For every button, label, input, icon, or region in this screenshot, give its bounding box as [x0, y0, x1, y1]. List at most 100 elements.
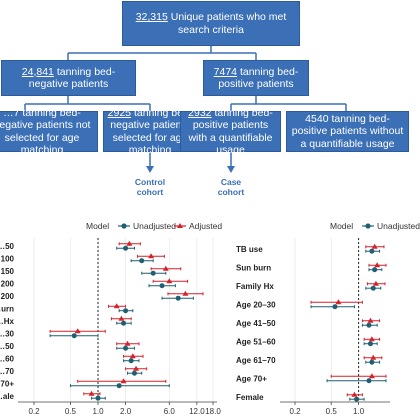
undefined-point-0-6 — [369, 359, 375, 365]
undefined-x-tick-label-0: 0.2 — [289, 407, 301, 416]
pos-noquant-box: 4540 tanning bed-positive patients witho… — [286, 111, 409, 152]
undefined-point-1-4 — [182, 290, 189, 296]
undefined-point-0-6 — [121, 320, 127, 326]
undefined-row-label-4: Age 41–50 — [236, 319, 276, 328]
undefined-point-0-2 — [370, 285, 376, 291]
undefined-point-0-11 — [116, 383, 122, 389]
negative-text: tanning bed-negative patients — [28, 65, 116, 91]
undefined-row-label-4: …200 — [0, 292, 15, 301]
pos-noquant-text: 4540 tanning bed-positive patients witho… — [291, 112, 404, 150]
undefined-point-1-6 — [370, 354, 377, 360]
undefined-point-1-5 — [368, 336, 375, 342]
undefined-point-1-9 — [129, 353, 136, 359]
undefined-x-axis-label: Odds ratio (95… — [362, 418, 420, 420]
undefined-legend-title: Model — [330, 221, 353, 231]
undefined-row-label-6: …Hx — [0, 317, 15, 326]
undefined-x-tick-label-1: 0.5 — [326, 407, 338, 416]
pos-quant-box: 2932 tanning bed-positive patients with … — [180, 107, 281, 156]
undefined-point-0-1 — [372, 267, 378, 273]
undefined-row-label-8: Female — [236, 393, 264, 402]
case-cohort-label: Case cohort — [217, 177, 245, 197]
undefined-x-tick-label-0: 0.2 — [28, 407, 40, 416]
negative-box: 24,841 tanning bed-negative patients — [1, 60, 136, 96]
neg-selected-count: 2925 — [107, 106, 132, 119]
undefined-point-1-2 — [162, 265, 169, 271]
undefined-row-label-3: …200 — [0, 280, 15, 289]
undefined-point-0-4 — [366, 322, 372, 328]
undefined-point-0-8 — [354, 396, 360, 402]
undefined-point-0-5 — [123, 308, 129, 314]
undefined-x-tick-label-5: 12.0 — [189, 407, 205, 416]
root-box: 32,315 Unique patients who met search cr… — [122, 1, 300, 46]
undefined-row-label-6: Age 61–70 — [236, 356, 276, 365]
undefined-row-label-2: Family Hx — [236, 282, 274, 291]
undefined-legend-marker-1 — [177, 223, 183, 228]
undefined-legend-label-1: Adjusted — [189, 221, 222, 231]
undefined-x-tick-label-2: 1.0 — [92, 407, 104, 416]
undefined-point-1-6 — [118, 315, 125, 321]
undefined-point-0-2 — [150, 270, 156, 276]
positive-count: 7474 — [213, 65, 238, 78]
undefined-point-1-0 — [371, 243, 378, 249]
root-count: 32,315 — [135, 11, 168, 23]
undefined-point-1-3 — [335, 299, 342, 305]
undefined-x-axis-label: Odds ratio (95% CI) — [86, 418, 165, 420]
undefined-legend-marker-0 — [121, 223, 127, 229]
undefined-legend-label-0: Unadjusted — [133, 221, 176, 231]
undefined-point-0-3 — [159, 283, 165, 289]
undefined-point-0-7 — [366, 378, 372, 384]
undefined-row-label-7: …30 — [0, 330, 15, 339]
neg-excluded-text: …7 tanning bed-negative patients not sel… — [0, 106, 91, 157]
undefined-point-0-0 — [123, 245, 129, 251]
undefined-point-1-11 — [120, 378, 127, 384]
undefined-row-label-5: …urn — [0, 305, 14, 314]
negative-count: 24,841 — [21, 65, 54, 78]
undefined-point-0-4 — [175, 295, 181, 301]
undefined-row-label-5: Age 51–60 — [236, 338, 276, 347]
undefined-point-1-7 — [368, 373, 375, 379]
undefined-row-label-2: …150 — [0, 267, 15, 276]
undefined-point-1-5 — [113, 303, 120, 309]
undefined-row-label-7: Age 70+ — [236, 375, 267, 384]
pos-quant-count: 2932 — [188, 106, 212, 119]
undefined-point-1-4 — [367, 317, 374, 323]
undefined-x-tick-label-1: 0.5 — [65, 407, 77, 416]
undefined-row-label-0: TB use — [236, 245, 263, 254]
undefined-point-1-3 — [166, 278, 173, 284]
undefined-point-1-8 — [351, 391, 358, 397]
undefined-point-1-10 — [133, 365, 140, 371]
undefined-point-0-5 — [367, 341, 373, 347]
undefined-row-label-8: …50 — [0, 342, 15, 351]
undefined-point-0-8 — [123, 345, 129, 351]
undefined-point-0-12 — [95, 395, 101, 401]
undefined-legend-marker-0 — [365, 223, 371, 229]
undefined-point-1-0 — [126, 240, 133, 246]
pos-quant-text: tanning bed-positive patients with a qua… — [188, 106, 273, 157]
undefined-point-1-1 — [374, 262, 381, 268]
positive-box: 7474 tanning bed-positive patients — [203, 60, 309, 96]
neg-selected-text: tanning bed-negative patients selected f… — [110, 106, 193, 157]
undefined-point-1-12 — [88, 390, 95, 396]
root-text: Unique patients who met search criteria — [170, 11, 287, 36]
undefined-legend-title: Model — [86, 221, 109, 231]
undefined-point-0-9 — [128, 358, 134, 364]
undefined-legend-label-0: Unadjusted — [377, 221, 420, 231]
undefined-point-0-0 — [369, 248, 375, 254]
undefined-row-label-1: …100 — [0, 255, 15, 264]
neg-excluded-box: …7 tanning bed-negative patients not sel… — [0, 107, 98, 156]
undefined-x-tick-label-2: 1.0 — [353, 407, 365, 416]
undefined-row-label-11: …70+ — [0, 380, 14, 389]
undefined-point-0-7 — [71, 333, 77, 339]
undefined-row-label-10: …70 — [0, 367, 15, 376]
undefined-point-0-3 — [332, 304, 338, 310]
control-cohort-label: Control cohort — [134, 177, 166, 197]
undefined-point-1-2 — [372, 280, 379, 286]
undefined-row-label-1: Sun burn — [236, 264, 271, 273]
undefined-point-0-1 — [139, 258, 145, 264]
positive-text: tanning bed-positive patients — [218, 65, 299, 91]
undefined-row-label-3: Age 20–30 — [236, 301, 276, 310]
undefined-row-label-0: …50 — [0, 242, 15, 251]
